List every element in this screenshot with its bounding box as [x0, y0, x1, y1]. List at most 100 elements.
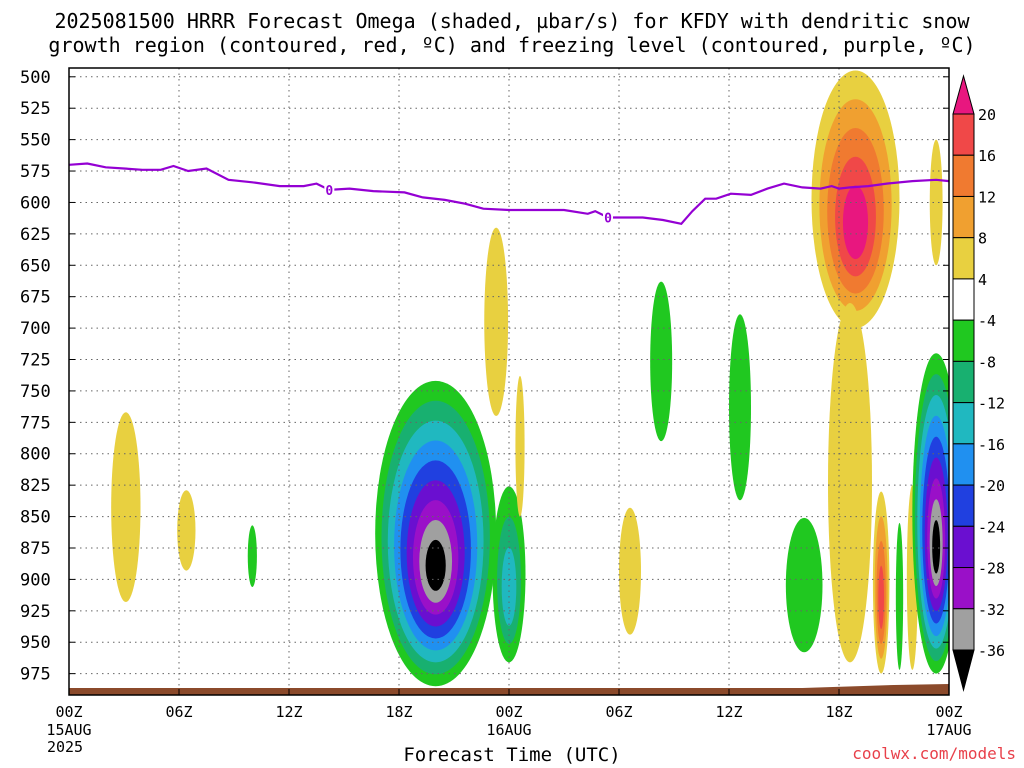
omega-band: [878, 565, 885, 630]
colorbar-label: -36: [978, 642, 1005, 660]
omega-feature: [515, 375, 525, 517]
y-tick-label: 700: [20, 319, 51, 339]
x-tick-label: 06Z: [605, 703, 632, 721]
y-tick-label: 625: [20, 225, 51, 245]
x-tick-date: 15AUG: [46, 721, 91, 739]
omega-feature: [828, 302, 872, 663]
y-tick-label: 750: [20, 382, 51, 402]
y-tick-label: 600: [20, 193, 51, 213]
y-tick-label: 675: [20, 288, 51, 308]
omega-feature: [177, 490, 196, 571]
x-tick-label: 12Z: [275, 703, 302, 721]
colorbar-segment: [952, 443, 975, 486]
colorbar-segment: [952, 319, 975, 362]
x-tick-label: 00Z: [495, 703, 522, 721]
y-tick-label: 575: [20, 162, 51, 182]
colorbar-segment: [952, 237, 975, 280]
freezing-level-line: [69, 162, 949, 226]
omega-band: [729, 314, 751, 501]
colorbar-label: 12: [978, 188, 996, 206]
omega-band: [111, 412, 141, 603]
y-tick-label: 875: [20, 539, 51, 559]
omega-feature: [650, 281, 673, 442]
omega-feature: [484, 227, 509, 417]
y-tick-label: 825: [20, 476, 51, 496]
y-tick-label: 925: [20, 602, 51, 622]
omega-feature: [619, 507, 641, 635]
colorbar-label: 20: [978, 106, 996, 124]
omega-feature: [729, 314, 751, 501]
omega-band: [932, 520, 941, 574]
x-tick-date: 17AUG: [926, 721, 971, 739]
x-tick-label: 18Z: [385, 703, 412, 721]
omega-band: [484, 227, 509, 417]
contour-label-bg: [603, 209, 613, 225]
y-tick-label: 850: [20, 508, 51, 528]
colorbar-label: -32: [978, 601, 1005, 619]
y-tick-label: 500: [20, 68, 51, 88]
omega-feature: [111, 412, 141, 603]
colorbar-label: -20: [978, 477, 1005, 495]
colorbar-label: -8: [978, 353, 996, 371]
colorbar-segment: [952, 402, 975, 445]
colorbar-top-arrow: [952, 74, 975, 115]
y-tick-label: 775: [20, 413, 51, 433]
omega-band: [650, 281, 673, 442]
x-tick-year: 2025: [47, 738, 83, 756]
x-axis-title: Forecast Time (UTC): [403, 744, 621, 766]
x-tick-date: 16AUG: [486, 721, 531, 739]
y-tick-label: 550: [20, 131, 51, 151]
colorbar-label: -4: [978, 312, 996, 330]
colorbar-label: 4: [978, 271, 987, 289]
colorbar-segment: [952, 195, 975, 239]
omega-feature: [811, 70, 900, 329]
freezing-level-label: 0: [325, 184, 333, 199]
omega-band: [177, 490, 196, 571]
x-tick-label: 00Z: [55, 703, 82, 721]
colorbar-label: -16: [978, 436, 1005, 454]
freezing-level-label: 0: [604, 212, 612, 227]
y-tick-label: 525: [20, 99, 51, 119]
x-tick-label: 12Z: [715, 703, 742, 721]
omega-feature: [929, 139, 943, 266]
colorbar-bottom-arrow: [952, 649, 975, 692]
credit-text: coolwx.com/models: [852, 744, 1016, 763]
omega-feature: [375, 380, 497, 687]
y-tick-label: 800: [20, 445, 51, 465]
colorbar-segment: [952, 525, 975, 569]
omega-band: [247, 525, 257, 587]
colorbar-label: 16: [978, 147, 996, 165]
colorbar-label: 8: [978, 230, 987, 248]
omega-band: [842, 185, 869, 260]
x-tick-label: 06Z: [165, 703, 192, 721]
omega-band: [828, 302, 872, 663]
colorbar-segment: [952, 484, 975, 527]
contour-label-bg: [324, 181, 335, 197]
x-tick-label: 00Z: [935, 703, 962, 721]
omega-band: [425, 539, 446, 591]
omega-band: [501, 547, 517, 626]
colorbar-label: -28: [978, 560, 1005, 578]
chart-title-line-2: growth region (contoured, red, ºC) and f…: [48, 33, 976, 57]
y-tick-label: 650: [20, 256, 51, 276]
omega-feature: [247, 525, 257, 587]
colorbar-segment: [952, 278, 975, 321]
omega-band: [929, 139, 943, 266]
colorbar-segment: [952, 154, 975, 197]
x-tick-label: 18Z: [825, 703, 852, 721]
y-tick-label: 725: [20, 351, 51, 371]
omega-feature: [785, 517, 823, 653]
y-tick-label: 900: [20, 570, 51, 590]
colorbar-segment: [952, 113, 975, 156]
omega-band: [895, 522, 904, 670]
omega-feature: [872, 491, 890, 674]
colorbar-segment: [952, 567, 975, 610]
colorbar-segment: [952, 608, 975, 651]
omega-band: [619, 507, 641, 635]
y-tick-label: 975: [20, 665, 51, 685]
y-tick-label: 950: [20, 633, 51, 653]
omega-band: [515, 375, 525, 517]
colorbar-label: -24: [978, 518, 1005, 536]
omega-band: [785, 517, 823, 653]
